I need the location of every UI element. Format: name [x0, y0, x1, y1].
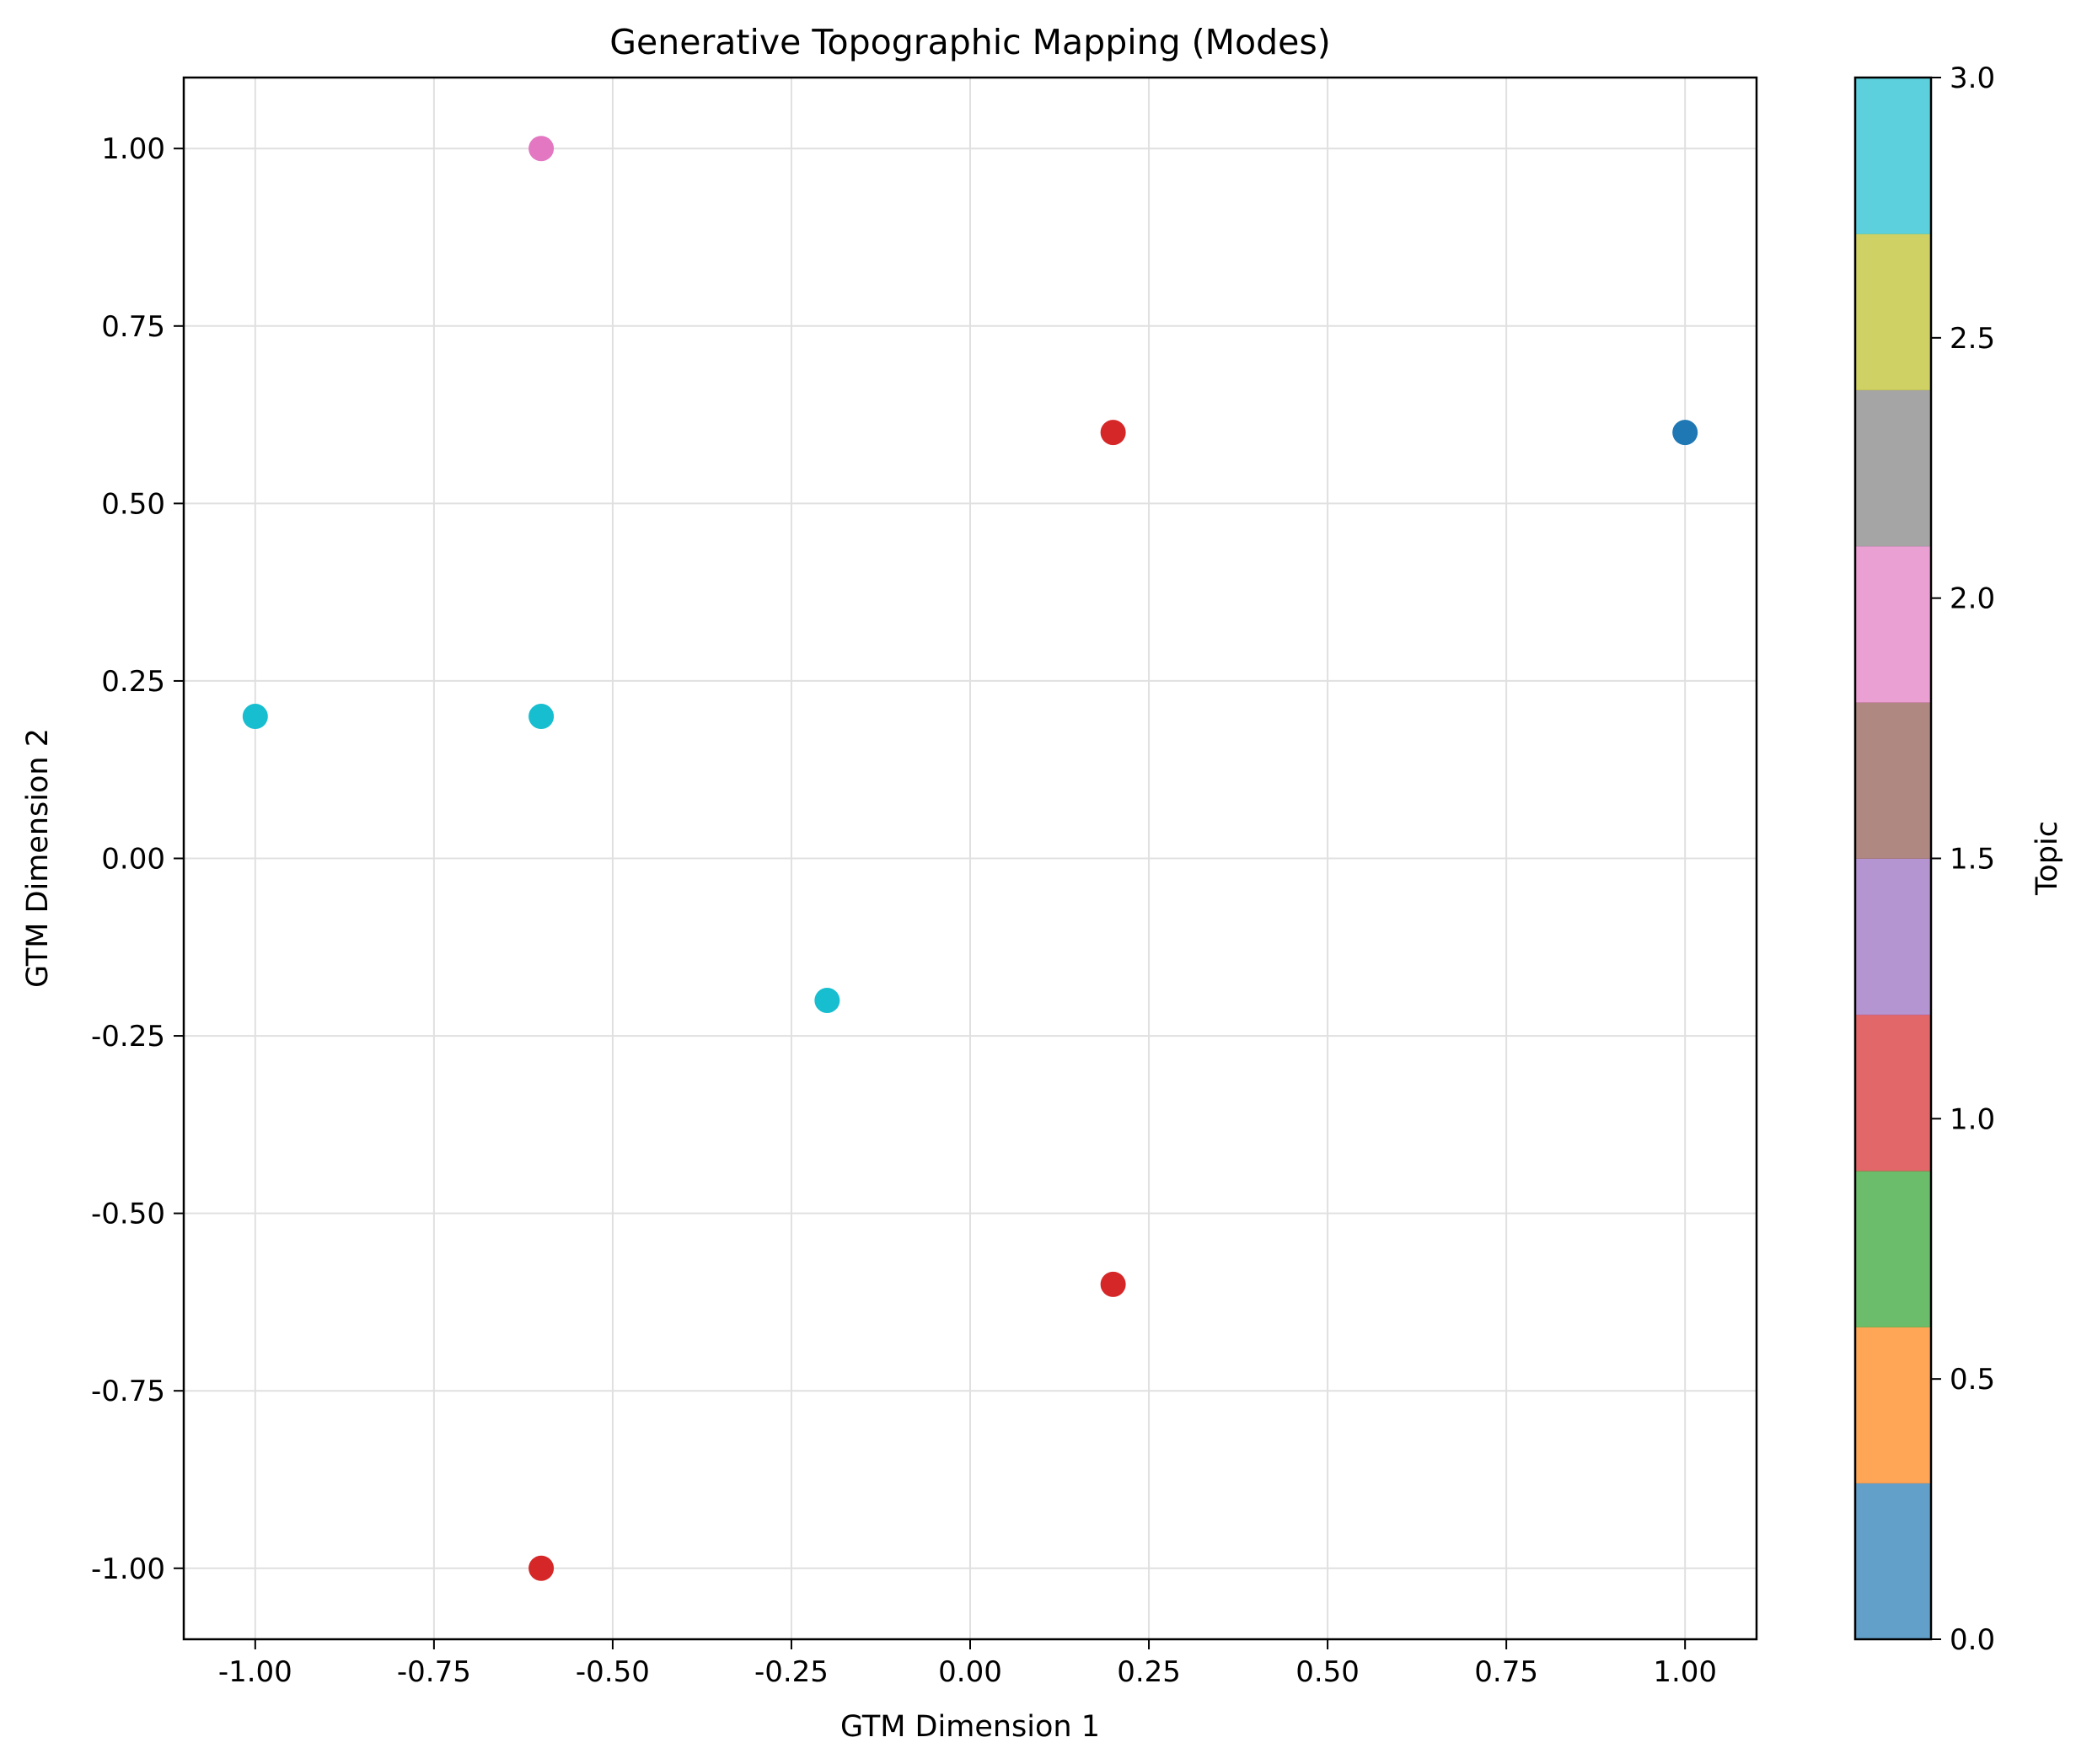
- scatter-point: [242, 704, 268, 730]
- scatter-point: [528, 704, 555, 730]
- colorbar-tick-label: 1.0: [1950, 1102, 1995, 1136]
- colorbar-label: Topic: [2030, 821, 2064, 896]
- x-axis-label: GTM Dimension 1: [840, 1710, 1100, 1744]
- scatter-point: [528, 136, 555, 162]
- y-tick-label: 0.50: [101, 487, 165, 521]
- colorbar-tick-label: 2.0: [1950, 582, 1995, 616]
- scatter-point: [1672, 420, 1698, 446]
- y-tick-label: -0.25: [91, 1020, 165, 1054]
- y-axis-ticks: 1.00 0.75 0.50 0.25 0.00 -0.25 -0.50 -0.75 -1.00: [91, 132, 184, 1586]
- x-tick-label: 0.75: [1474, 1655, 1538, 1689]
- colorbar-tick-label: 2.5: [1950, 322, 1995, 356]
- grid: [184, 78, 1757, 1639]
- colorbar-ticks: 0.0 0.5 1.0 1.5 2.0 2.5 3.0: [1931, 62, 1995, 1657]
- y-axis-label: GTM Dimension 2: [21, 728, 55, 988]
- colorbar-tick-label: 0.0: [1950, 1623, 1995, 1657]
- colorbar-segment: [1855, 1327, 1931, 1484]
- colorbar-segment: [1855, 233, 1931, 391]
- colorbar-segment: [1855, 389, 1931, 547]
- y-tick-label: 0.00: [101, 843, 165, 877]
- colorbar: [1853, 76, 1933, 1641]
- colorbar-tick-label: 3.0: [1950, 62, 1995, 95]
- chart-title: Generative Topographic Mapping (Modes): [609, 22, 1330, 62]
- x-tick-label: -0.75: [397, 1655, 471, 1689]
- colorbar-segment: [1855, 1483, 1931, 1640]
- x-axis-ticks: -1.00 -0.75 -0.50 -0.25 0.00 0.25 0.50 0.75 1.00: [218, 1639, 1717, 1689]
- scatter-point: [814, 987, 840, 1013]
- colorbar-segment: [1855, 1171, 1931, 1327]
- x-tick-label: -1.00: [218, 1655, 292, 1689]
- colorbar-segment: [1855, 858, 1931, 1016]
- x-tick-label: 1.00: [1653, 1655, 1717, 1689]
- x-tick-label: -0.25: [754, 1655, 829, 1689]
- scatter-point: [528, 1555, 555, 1581]
- x-tick-label: 0.00: [938, 1655, 1002, 1689]
- scatter-points: [242, 136, 1698, 1581]
- x-tick-label: -0.50: [576, 1655, 650, 1689]
- colorbar-tick-label: 1.5: [1950, 843, 1995, 877]
- colorbar-segment: [1855, 702, 1931, 859]
- y-tick-label: -0.75: [91, 1375, 165, 1408]
- y-tick-label: 1.00: [101, 132, 165, 166]
- x-tick-label: 0.25: [1117, 1655, 1181, 1689]
- colorbar-segment: [1855, 1014, 1931, 1172]
- y-tick-label: 0.25: [101, 665, 165, 699]
- scatter-point: [1100, 420, 1126, 446]
- colorbar-segment: [1855, 78, 1931, 234]
- y-tick-label: -1.00: [91, 1552, 165, 1586]
- x-tick-label: 0.50: [1295, 1655, 1360, 1689]
- y-tick-label: -0.50: [91, 1198, 165, 1231]
- y-tick-label: 0.75: [101, 310, 165, 344]
- colorbar-tick-label: 0.5: [1950, 1363, 1995, 1397]
- scatter-point: [1100, 1271, 1126, 1297]
- colorbar-segment: [1855, 545, 1931, 703]
